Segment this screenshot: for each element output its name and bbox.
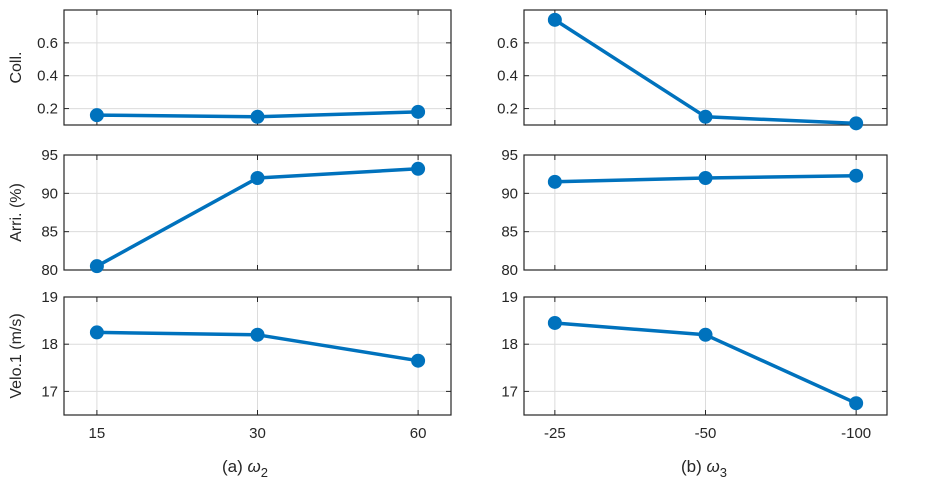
y-tick-label: 80 bbox=[501, 262, 518, 279]
data-point bbox=[849, 168, 864, 183]
data-point bbox=[547, 315, 562, 330]
y-tick-label: 19 bbox=[41, 289, 58, 306]
y-tick-label: 0.4 bbox=[37, 68, 58, 85]
data-point bbox=[250, 171, 265, 185]
data-point bbox=[547, 174, 562, 189]
x-axis-label-b: (b) ω3 bbox=[681, 457, 727, 480]
y-tick-label: 85 bbox=[501, 224, 518, 241]
data-point bbox=[250, 327, 265, 342]
data-point bbox=[250, 109, 265, 124]
panel-a-row2: 80 85 90 95 Arri. (%) bbox=[8, 147, 452, 279]
y-tick-label: 18 bbox=[41, 336, 58, 353]
panel-a-row1: 0.2 0.4 0.6 Coll. bbox=[8, 9, 452, 126]
data-point bbox=[89, 108, 104, 123]
y-tick-label: 85 bbox=[41, 224, 58, 241]
x-axis-label-b-prefix: (b) bbox=[681, 457, 707, 476]
panels: 0.2 0.4 0.6 Coll. 0.2 0.4 0.6 80 85 90 95 Arri. (%)… bbox=[8, 9, 888, 442]
x-axis-label-b-symbol: ω bbox=[707, 457, 720, 476]
y-axis-label: Arri. (%) bbox=[8, 183, 25, 242]
y-tick-label: 18 bbox=[501, 336, 518, 353]
y-tick-label: 0.2 bbox=[37, 101, 58, 118]
data-point bbox=[89, 259, 104, 274]
data-point bbox=[411, 104, 426, 119]
data-point bbox=[698, 171, 713, 185]
x-tick-label: 60 bbox=[410, 425, 427, 442]
y-tick-label: 19 bbox=[501, 289, 518, 306]
panel-a-row3: 17 18 19 15 30 60 Velo.1 (m/s) bbox=[8, 289, 452, 442]
x-tick-label: -100 bbox=[841, 425, 871, 442]
y-tick-label: 95 bbox=[41, 147, 58, 164]
data-point bbox=[698, 327, 713, 342]
y-tick-label: 0.6 bbox=[37, 35, 58, 52]
data-point bbox=[849, 116, 864, 131]
data-point bbox=[411, 161, 426, 176]
data-point bbox=[547, 12, 562, 27]
x-axis-label-a-symbol: ω bbox=[248, 457, 261, 476]
panel-b-row2: 80 85 90 95 bbox=[501, 147, 888, 279]
panel-b-row1: 0.2 0.4 0.6 bbox=[497, 9, 888, 131]
x-axis-label-b-subscript: 3 bbox=[720, 465, 727, 480]
y-tick-label: 0.4 bbox=[497, 68, 518, 85]
x-axis-label-a: (a) ω2 bbox=[222, 457, 268, 480]
data-point bbox=[849, 396, 864, 411]
y-tick-label: 0.2 bbox=[497, 101, 518, 118]
y-tick-label: 17 bbox=[501, 383, 518, 400]
x-tick-label: -25 bbox=[544, 425, 566, 442]
y-tick-label: 80 bbox=[41, 262, 58, 279]
y-axis-label: Coll. bbox=[8, 51, 25, 83]
panel-b-row3: 17 18 19 -25 -50 -100 bbox=[501, 289, 888, 442]
data-point bbox=[411, 353, 426, 368]
y-tick-label: 17 bbox=[41, 383, 58, 400]
x-tick-label: -50 bbox=[695, 425, 717, 442]
x-axis-label-a-subscript: 2 bbox=[261, 465, 268, 480]
y-axis-label: Velo.1 (m/s) bbox=[8, 313, 25, 398]
y-tick-label: 90 bbox=[41, 185, 58, 202]
data-point bbox=[698, 109, 713, 124]
y-tick-label: 0.6 bbox=[497, 35, 518, 52]
y-tick-label: 90 bbox=[501, 185, 518, 202]
data-point bbox=[89, 325, 104, 340]
x-tick-label: 15 bbox=[89, 425, 106, 442]
x-axis-label-a-prefix: (a) bbox=[222, 457, 248, 476]
x-tick-label: 30 bbox=[249, 425, 266, 442]
y-tick-label: 95 bbox=[501, 147, 518, 164]
